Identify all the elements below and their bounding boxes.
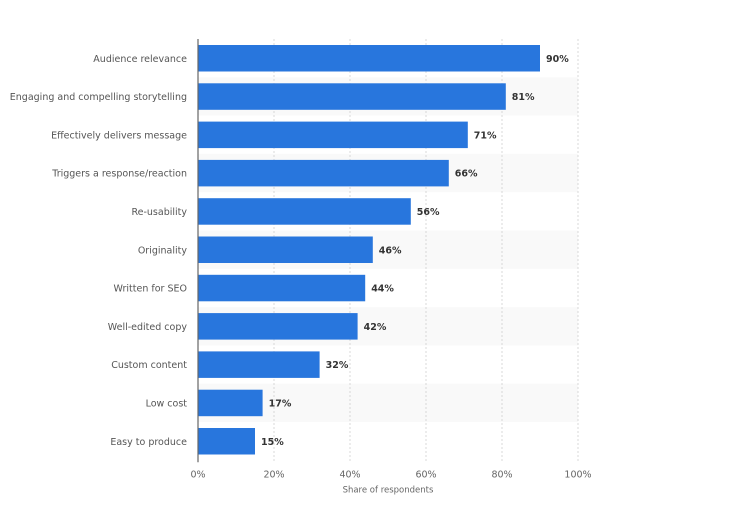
bars <box>198 45 540 455</box>
category-label: Triggers a response/reaction <box>51 169 187 180</box>
x-axis-title: Share of respondents <box>343 485 434 495</box>
category-label: Originality <box>138 245 188 256</box>
x-tick-label: 100% <box>564 469 591 480</box>
category-label: Easy to produce <box>110 437 187 448</box>
bar[interactable] <box>198 236 373 264</box>
value-label: 42% <box>364 322 387 333</box>
value-label: 90% <box>546 54 569 65</box>
category-label: Re-usability <box>131 207 187 218</box>
bar[interactable] <box>198 351 320 378</box>
x-tick-label: 60% <box>415 469 436 480</box>
value-label: 17% <box>269 398 292 409</box>
value-label: 15% <box>261 437 284 448</box>
x-tick-label: 80% <box>491 469 512 480</box>
category-label: Low cost <box>146 398 188 409</box>
category-labels: Audience relevance Engaging and compellin… <box>10 54 188 448</box>
category-label: Written for SEO <box>114 284 187 295</box>
category-label: Engaging and compelling storytelling <box>10 92 187 103</box>
value-label: 46% <box>379 245 402 256</box>
category-label: Custom content <box>111 360 187 371</box>
value-label: 32% <box>326 360 349 371</box>
value-label: 81% <box>512 92 535 103</box>
bar[interactable] <box>198 428 255 455</box>
value-label: 44% <box>371 284 394 295</box>
bar[interactable] <box>198 313 358 340</box>
value-label: 66% <box>455 169 478 180</box>
bar[interactable] <box>198 121 468 149</box>
bar[interactable] <box>198 389 263 417</box>
bar[interactable] <box>198 45 540 72</box>
value-label: 56% <box>417 207 440 218</box>
x-tick-label: 0% <box>190 469 205 480</box>
gridlines <box>273 39 579 463</box>
bar[interactable] <box>198 83 506 110</box>
category-label: Audience relevance <box>93 54 187 65</box>
value-label: 71% <box>474 130 497 141</box>
value-labels: 90% 81% 71% 66% 56% 46% 44% 42% 32% 17% 15% <box>261 54 569 448</box>
x-tick-labels: 0% 20% 40% 60% 80% 100% <box>190 469 591 480</box>
bar[interactable] <box>198 198 411 225</box>
bar[interactable] <box>198 274 366 302</box>
x-tick-label: 40% <box>339 469 360 480</box>
category-label: Well-edited copy <box>108 322 188 333</box>
x-tick-label: 20% <box>263 469 284 480</box>
bar[interactable] <box>198 159 449 187</box>
category-label: Effectively delivers message <box>51 130 187 141</box>
